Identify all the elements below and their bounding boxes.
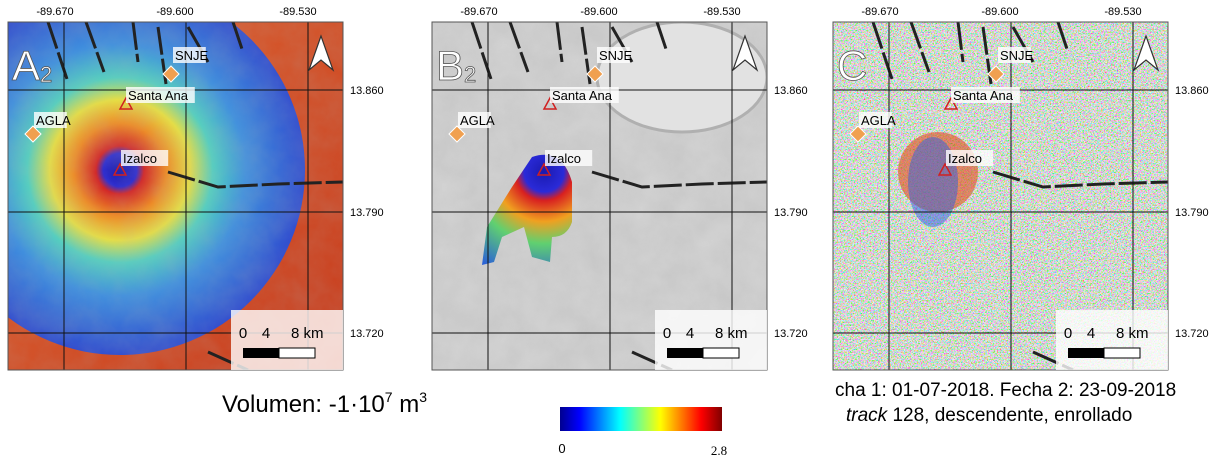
longitude-label: -89.600 — [156, 6, 193, 18]
longitude-label: -89.530 — [703, 6, 740, 18]
scale-label: 0 — [1064, 325, 1072, 342]
scale-bar-white — [279, 348, 315, 358]
colorbar — [560, 407, 722, 431]
longitude-label: -89.600 — [981, 6, 1018, 18]
scale-label: 8 km — [715, 325, 748, 342]
volume-label: Volumen: -1·107 m3 — [222, 389, 427, 418]
station-label: AGLA — [861, 113, 896, 128]
latitude-label: 13.860 — [774, 85, 808, 97]
colorbar-max: 2.8 — [711, 443, 727, 458]
volume-text: Volumen: -1·10 — [222, 391, 385, 418]
scale-label: 4 — [1087, 325, 1095, 342]
station-label: Izalco — [948, 151, 982, 166]
caption-line: cha 1: 01-07-2018. Fecha 2: 23-09-2018 — [835, 380, 1176, 401]
scale-bar-black — [667, 348, 703, 358]
station-label: Santa Ana — [953, 88, 1014, 103]
station-label: SNJE — [175, 48, 209, 63]
station-label: AGLA — [460, 113, 495, 128]
scale-bar-white — [1104, 348, 1140, 358]
station-label: SNJE — [1000, 48, 1034, 63]
longitude-label: -89.530 — [1104, 6, 1141, 18]
scale-box — [1056, 310, 1168, 370]
map-panel: -89.670 -89.600 -89.530 13.860 13.790 13.720 B… — [432, 6, 808, 370]
map-panel: -89.670 -89.600 -89.530 13.860 13.790 13.720 C… — [833, 6, 1209, 370]
latitude-label: 13.720 — [1175, 328, 1209, 340]
caption-line: track 128, descendente, enrollado — [846, 405, 1132, 426]
latitude-label: 13.720 — [774, 328, 808, 340]
scale-box — [231, 310, 343, 370]
scale-bar-black — [1068, 348, 1104, 358]
latitude-label: 13.790 — [350, 207, 384, 219]
station-label: Santa Ana — [552, 88, 613, 103]
scale-label: 4 — [686, 325, 694, 342]
caption-text: 128, descendente, enrollado — [887, 405, 1132, 426]
longitude-label: -89.600 — [580, 6, 617, 18]
scale-label: 4 — [262, 325, 270, 342]
scale-box — [655, 310, 767, 370]
latitude-label: 13.860 — [1175, 85, 1209, 97]
latitude-label: 13.860 — [350, 85, 384, 97]
station-label: Izalco — [547, 151, 581, 166]
station-label: Izalco — [123, 151, 157, 166]
latitude-label: 13.790 — [774, 207, 808, 219]
figure: -89.670 -89.600 -89.530 13.860 13.790 13.720 A… — [0, 0, 1223, 460]
caption-italic: track — [846, 405, 889, 426]
panel-letter: B — [436, 42, 464, 89]
panel-subscript: 2 — [464, 62, 476, 87]
volume-exponent: 7 — [385, 389, 393, 405]
scale-label: 8 km — [1116, 325, 1149, 342]
volume-unit-exponent: 3 — [419, 389, 427, 405]
scale-label: 0 — [239, 325, 247, 342]
station-label: Santa Ana — [128, 88, 189, 103]
volume-unit: m — [393, 391, 420, 418]
latitude-label: 13.720 — [350, 328, 384, 340]
longitude-label: -89.670 — [460, 6, 497, 18]
latitude-label: 13.790 — [1175, 207, 1209, 219]
panel-letter: A — [12, 42, 40, 89]
caldera — [597, 22, 767, 132]
longitude-label: -89.670 — [861, 6, 898, 18]
scale-bar-black — [243, 348, 279, 358]
panel-subscript: 2 — [40, 62, 52, 87]
map-panel: -89.670 -89.600 -89.530 13.860 13.790 13.720 A… — [0, 0, 384, 370]
scale-label: 0 — [663, 325, 671, 342]
colorbar-min: 0 — [558, 441, 565, 456]
station-label: AGLA — [36, 113, 71, 128]
longitude-label: -89.670 — [36, 6, 73, 18]
panel-label: C — [837, 42, 867, 89]
panel-letter: C — [837, 42, 867, 89]
scale-label: 8 km — [291, 325, 324, 342]
longitude-label: -89.530 — [279, 6, 316, 18]
station-label: SNJE — [599, 48, 633, 63]
scale-bar-white — [703, 348, 739, 358]
